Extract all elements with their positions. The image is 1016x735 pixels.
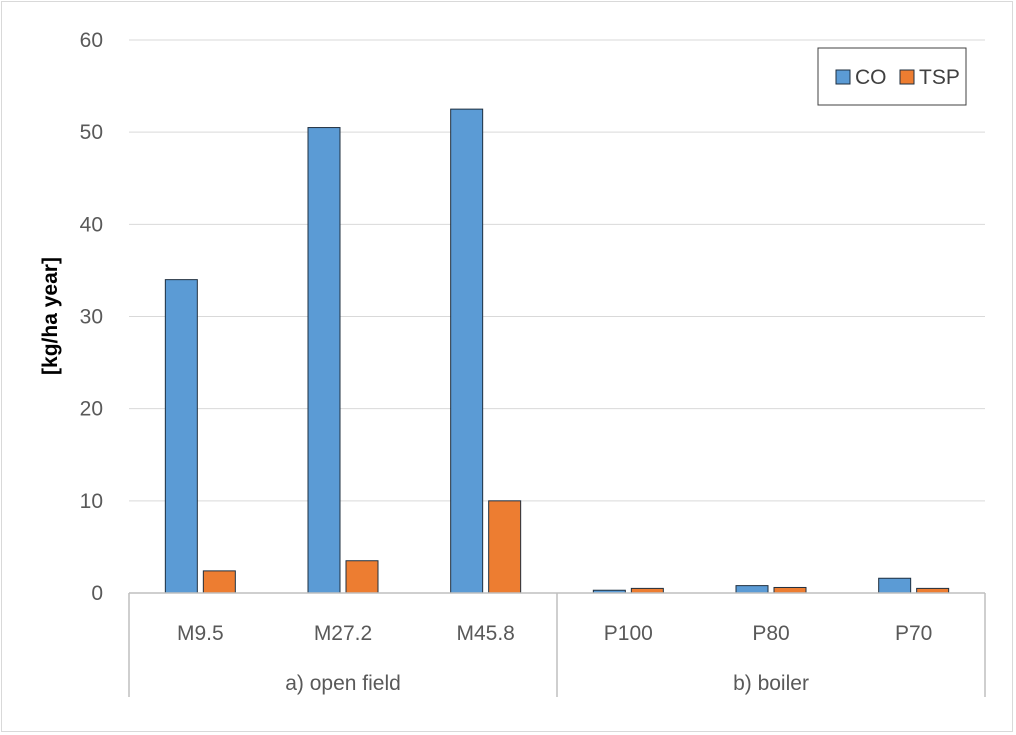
x-category-labels: M9.5 M27.2 M45.8 P100 P80 P70: [177, 622, 932, 645]
y-tick-label: 50: [80, 121, 103, 144]
axes: [128, 592, 986, 697]
y-tick-label: 10: [80, 490, 103, 513]
legend-label-tsp: TSP: [919, 66, 960, 89]
bar-co-p70: [878, 577, 912, 594]
bars: [164, 108, 950, 594]
legend-swatch-tsp: [899, 69, 915, 85]
y-tick-label: 0: [91, 582, 103, 605]
y-tick-label: 40: [80, 213, 103, 236]
legend: CO TSP: [817, 47, 967, 106]
bar-co-m45-8: [450, 108, 484, 594]
y-axis-title: [kg/ha year]: [39, 257, 62, 375]
y-tick-label: 60: [80, 29, 103, 52]
bar-co-m9-5: [164, 279, 198, 594]
legend-swatch-co: [835, 69, 851, 85]
bar-tsp-p80: [773, 586, 807, 594]
bar-tsp-m27-2: [345, 560, 379, 594]
x-category-label: M9.5: [177, 622, 224, 645]
x-category-label: M27.2: [314, 622, 372, 645]
x-category-label: P80: [752, 622, 789, 645]
category-groups: a) open field b) boiler: [285, 672, 809, 695]
x-category-label: P100: [604, 622, 653, 645]
group-label: a) open field: [285, 672, 401, 695]
x-category-label: M45.8: [456, 622, 514, 645]
group-label: b) boiler: [733, 672, 809, 695]
y-tick-label: 20: [80, 398, 103, 421]
y-tick-label: 30: [80, 306, 103, 329]
bar-tsp-m45-8: [488, 500, 522, 594]
bar-co-m27-2: [307, 127, 341, 594]
bar-co-p80: [735, 585, 769, 594]
bar-tsp-m9-5: [202, 570, 236, 594]
gridlines: [129, 39, 985, 502]
y-tick-labels: 0 10 20 30 40 50 60: [80, 29, 103, 605]
x-category-label: P70: [895, 622, 932, 645]
legend-label-co: CO: [855, 66, 887, 89]
